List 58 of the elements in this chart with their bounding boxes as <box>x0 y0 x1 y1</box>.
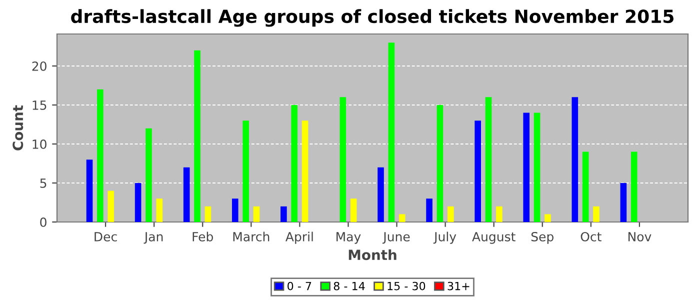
bar <box>242 120 249 222</box>
x-tick-label: Oct <box>580 232 602 242</box>
x-tick-label: May <box>336 232 361 244</box>
bar <box>204 206 212 222</box>
x-tick-label: June <box>382 232 410 244</box>
x-tick-label: Dec <box>94 232 117 242</box>
legend-label: 0 - 7 <box>288 282 312 290</box>
bar <box>426 198 432 222</box>
bar <box>146 128 152 222</box>
bar <box>350 198 357 222</box>
bar <box>156 198 163 222</box>
bar <box>280 206 287 222</box>
bar <box>620 182 627 222</box>
bar <box>593 206 600 222</box>
legend-label: 8 - 14 <box>334 282 365 290</box>
x-tick-label: Sep <box>531 232 554 244</box>
x-tick-label: March <box>233 232 270 242</box>
bar <box>378 167 384 222</box>
bar <box>572 97 578 222</box>
bar <box>436 104 444 222</box>
y-tick-label: 5 <box>40 178 46 188</box>
bar <box>108 190 114 222</box>
x-tick-label: April <box>286 232 313 244</box>
bar <box>544 214 551 222</box>
bar <box>447 206 454 222</box>
legend-label: 15 - 30 <box>388 282 426 290</box>
bar <box>232 198 238 222</box>
chart-title: drafts-lastcall Age groups of closed tickets November 2015 <box>71 9 674 27</box>
x-tick-label: July <box>433 232 456 244</box>
x-tick-label: Nov <box>628 232 652 242</box>
bar <box>134 182 142 222</box>
y-tick-label: 20 <box>32 61 46 71</box>
bar <box>582 152 589 222</box>
bar <box>86 160 93 222</box>
x-axis-title: Month <box>348 249 396 260</box>
bar <box>302 120 308 222</box>
bar <box>388 42 395 222</box>
bar <box>183 167 190 222</box>
bar <box>253 206 260 222</box>
x-tick-label: Jan <box>144 232 163 244</box>
bar <box>97 89 104 222</box>
bar <box>534 112 540 222</box>
bar <box>630 152 638 222</box>
y-tick-label: 0 <box>40 217 46 227</box>
y-axis-title: Count <box>12 105 24 150</box>
x-tick-label: August <box>472 232 516 244</box>
bar <box>398 214 406 222</box>
bar <box>340 97 346 222</box>
bar <box>474 120 481 222</box>
bar <box>291 104 298 222</box>
bar <box>485 97 492 222</box>
legend-label: 31+ <box>448 282 470 290</box>
y-tick-label: 10 <box>32 139 46 149</box>
bar <box>523 112 530 222</box>
y-tick-label: 15 <box>32 100 46 110</box>
x-tick-label: Feb <box>192 232 213 242</box>
bar <box>194 50 200 222</box>
bar <box>496 206 502 222</box>
